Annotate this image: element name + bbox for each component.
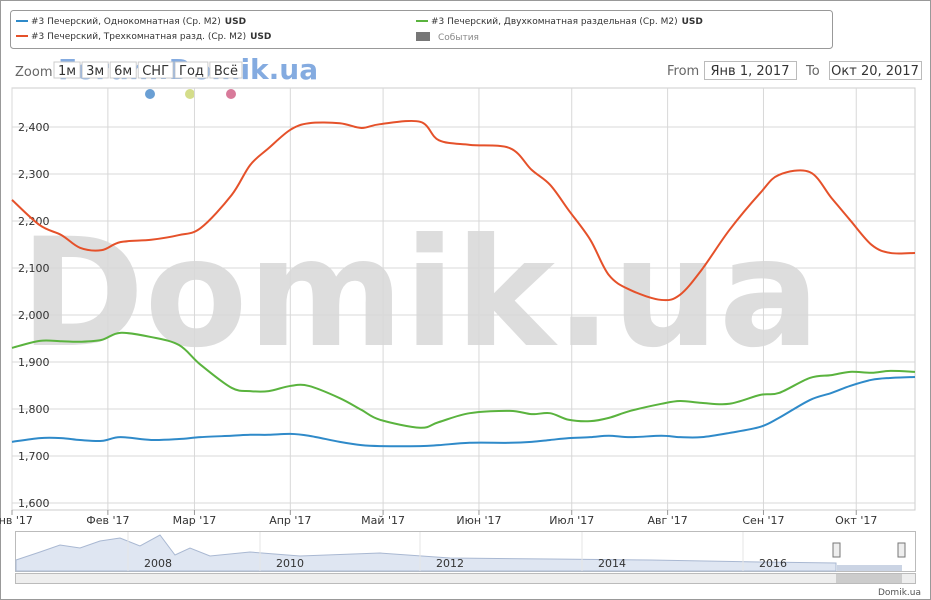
navigator-handle[interactable] [897, 542, 906, 558]
from-label: From [667, 64, 699, 79]
dot [145, 89, 155, 99]
legend-label: События [438, 33, 479, 43]
legend-unit: USD [682, 17, 703, 27]
legend-unit: USD [225, 17, 246, 27]
to-input[interactable] [829, 61, 922, 80]
navigator-year: 2014 [598, 557, 626, 570]
zoom-button-label[interactable]: 1м [58, 64, 76, 79]
navigator-year: 2008 [144, 557, 172, 570]
x-tick-label: Фев '17 [86, 514, 129, 527]
series-line [11, 376, 916, 448]
legend-box [10, 10, 833, 49]
navigator-year: 2016 [759, 557, 787, 570]
footer: Domik.ua [878, 588, 921, 598]
x-tick-label: Июл '17 [549, 514, 594, 527]
y-tick-label: 1,600 [18, 497, 50, 510]
navigator-area [15, 534, 837, 572]
series-line [11, 331, 916, 429]
y-tick-label: 1,900 [18, 356, 50, 369]
zoom-button-label[interactable]: 3м [86, 64, 104, 79]
x-tick-label: Окт '17 [835, 514, 877, 527]
to-value[interactable]: Окт 20, 2017 [831, 64, 919, 79]
watermark: Domik.ua [20, 207, 820, 381]
from-input[interactable] [704, 61, 797, 80]
navigator-year: 2012 [436, 557, 464, 570]
legend-label: #3 Печерский, Двухкомнатная раздельная (… [431, 17, 678, 27]
zoom-button[interactable] [81, 61, 109, 79]
y-tick-label: 2,300 [18, 168, 50, 181]
y-tick-label: 2,400 [18, 121, 50, 134]
legend-swatch [416, 32, 430, 41]
y-tick-label: 2,100 [18, 262, 50, 275]
x-tick-label: Май '17 [361, 514, 405, 527]
scrollbar-thumb[interactable] [836, 574, 902, 583]
legend-unit: USD [250, 32, 271, 42]
navigator-handle[interactable] [832, 542, 841, 558]
zoom-button-label[interactable]: СНГ [142, 64, 169, 79]
legend-label: #3 Печерский, Однокомнатная (Ср. М2) [31, 17, 221, 27]
zoom-button[interactable] [109, 61, 137, 79]
series-line [11, 119, 916, 302]
navigator-year: 2010 [276, 557, 304, 570]
zoom-button-label[interactable]: Год [179, 64, 204, 79]
y-tick-label: 1,700 [18, 450, 50, 463]
zoom-label: Zoom [15, 65, 52, 80]
to-label: To [805, 64, 820, 79]
zoom-button[interactable] [209, 61, 243, 79]
scrollbar[interactable] [15, 573, 916, 584]
x-tick-label: Авг '17 [647, 514, 687, 527]
navigator-selection[interactable] [837, 565, 902, 571]
dot [185, 89, 195, 99]
x-tick-label: Янв '17 [0, 514, 33, 527]
y-tick-label: 2,000 [18, 309, 50, 322]
zoom-button[interactable] [53, 61, 81, 79]
dot [226, 89, 236, 99]
zoom-button-label[interactable]: Всё [214, 64, 238, 79]
from-value[interactable]: Янв 1, 2017 [711, 64, 790, 79]
zoom-button[interactable] [137, 61, 174, 79]
x-tick-label: Июн '17 [456, 514, 501, 527]
y-tick-label: 1,800 [18, 403, 50, 416]
zoom-button[interactable] [174, 61, 209, 79]
x-tick-label: Сен '17 [742, 514, 784, 527]
legend-label: #3 Печерский, Трехкомнатная разд. (Ср. М… [31, 32, 246, 42]
x-tick-label: Апр '17 [269, 514, 311, 527]
x-tick-label: Мар '17 [173, 514, 217, 527]
zoom-button-label[interactable]: 6м [114, 64, 132, 79]
